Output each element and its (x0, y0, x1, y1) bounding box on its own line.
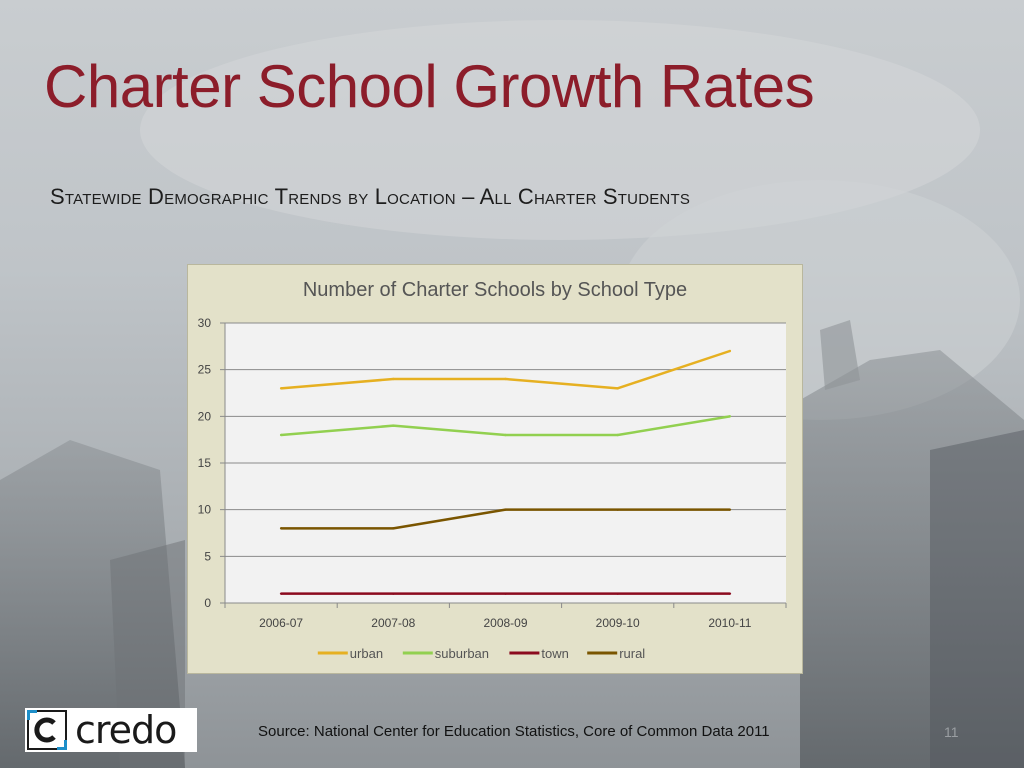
credo-logo-mark-icon (27, 710, 67, 750)
x-tick-label: 2006-07 (259, 616, 303, 630)
credo-logo-text: credo (75, 708, 177, 752)
chart-title: Number of Charter Schools by School Type (302, 279, 688, 301)
data-point-suburban (616, 433, 619, 437)
data-point-town (279, 592, 283, 595)
data-point-urban (504, 377, 507, 381)
y-tick-label: 20 (198, 409, 212, 423)
data-point-rural (392, 527, 395, 530)
data-point-suburban (728, 415, 732, 418)
data-point-urban (279, 387, 283, 390)
data-point-urban (392, 377, 395, 381)
data-point-rural (728, 508, 732, 511)
page-number: 11 (944, 724, 959, 740)
legend-label-urban: urban (350, 646, 383, 661)
data-point-urban (616, 387, 619, 390)
y-tick-label: 5 (204, 549, 211, 563)
legend-label-town: town (541, 646, 568, 661)
y-tick-label: 15 (198, 456, 212, 470)
y-tick-label: 10 (198, 503, 212, 517)
slide-subtitle: Statewide Demographic Trends by Location… (50, 184, 691, 209)
data-point-rural (279, 527, 283, 530)
data-point-rural (616, 508, 619, 511)
legend-label-suburban: suburban (435, 646, 489, 661)
y-tick-label: 30 (198, 316, 212, 330)
x-tick-label: 2010-11 (708, 616, 751, 630)
y-tick-label: 0 (204, 596, 211, 610)
data-point-rural (504, 508, 507, 511)
data-point-suburban (279, 433, 283, 437)
data-point-suburban (504, 433, 507, 437)
legend-label-rural: rural (619, 646, 645, 661)
slide-title: Charter School Growth Rates (44, 53, 815, 120)
source-citation: Source: National Center for Education St… (258, 723, 770, 740)
data-point-town (504, 592, 507, 595)
data-point-suburban (392, 424, 395, 427)
x-tick-label: 2007-08 (371, 616, 415, 630)
line-chart: Number of Charter Schools by School Type… (187, 264, 803, 674)
x-tick-label: 2008-09 (483, 616, 527, 630)
data-point-urban (728, 349, 732, 353)
chart-canvas: 0 5 10 15 20 25 30 2006-07 2007-08 2008-09 2009-10… (198, 316, 787, 661)
data-point-town (616, 592, 619, 595)
data-point-town (728, 592, 732, 595)
data-point-town (392, 592, 395, 595)
y-tick-label: 25 (198, 363, 212, 377)
x-tick-label: 2009-10 (596, 616, 640, 630)
credo-logo: credo (25, 708, 197, 752)
